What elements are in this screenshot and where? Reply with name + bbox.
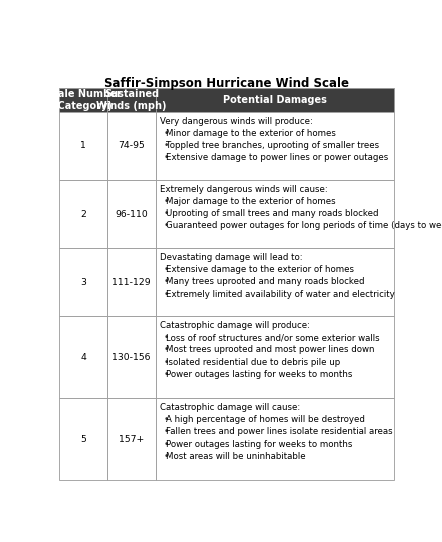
Text: 2: 2 <box>80 210 86 218</box>
Text: •: • <box>164 153 169 162</box>
Text: •: • <box>164 440 169 449</box>
Text: •: • <box>164 141 169 150</box>
Bar <box>59 88 107 112</box>
Text: •: • <box>164 222 169 230</box>
Bar <box>107 112 156 180</box>
Bar <box>107 317 156 398</box>
Bar <box>107 248 156 317</box>
Text: Fallen trees and power lines isolate residential areas: Fallen trees and power lines isolate res… <box>166 428 393 436</box>
Text: Isolated residential due to debris pile up: Isolated residential due to debris pile … <box>166 358 340 367</box>
Bar <box>156 317 394 398</box>
Text: Extremely limited availability of water and electricity: Extremely limited availability of water … <box>166 289 395 299</box>
Text: Uprooting of small trees and many roads blocked: Uprooting of small trees and many roads … <box>166 209 379 218</box>
Text: Many trees uprooted and many roads blocked: Many trees uprooted and many roads block… <box>166 278 365 286</box>
Bar <box>156 248 394 317</box>
Bar <box>59 317 107 398</box>
Text: •: • <box>164 209 169 218</box>
Text: Scale Number
(Category): Scale Number (Category) <box>45 89 121 111</box>
Text: Sustained
Winds (mph): Sustained Winds (mph) <box>96 89 167 111</box>
Text: 96-110: 96-110 <box>115 210 148 218</box>
Text: Saffir-Simpson Hurricane Wind Scale: Saffir-Simpson Hurricane Wind Scale <box>104 77 349 90</box>
Text: Catastrophic damage will cause:: Catastrophic damage will cause: <box>160 403 301 412</box>
Text: A high percentage of homes will be destroyed: A high percentage of homes will be destr… <box>166 415 365 424</box>
Text: Most trees uprooted and most power lines down: Most trees uprooted and most power lines… <box>166 345 375 354</box>
Bar <box>59 398 107 480</box>
Text: Power outages lasting for weeks to months: Power outages lasting for weeks to month… <box>166 440 353 449</box>
Text: 3: 3 <box>80 278 86 287</box>
Text: Potential Damages: Potential Damages <box>223 95 327 105</box>
Text: •: • <box>164 428 169 436</box>
Text: Very dangerous winds will produce:: Very dangerous winds will produce: <box>160 117 313 126</box>
Bar <box>107 398 156 480</box>
Text: Extremely dangerous winds will cause:: Extremely dangerous winds will cause: <box>160 185 328 194</box>
Text: •: • <box>164 415 169 424</box>
Text: •: • <box>164 345 169 354</box>
Text: Minor damage to the exterior of homes: Minor damage to the exterior of homes <box>166 128 336 138</box>
Text: 157+: 157+ <box>119 435 145 444</box>
Text: •: • <box>164 289 169 299</box>
Bar <box>156 112 394 180</box>
Text: Major damage to the exterior of homes: Major damage to the exterior of homes <box>166 197 336 206</box>
Text: Catastrophic damage will produce:: Catastrophic damage will produce: <box>160 321 310 330</box>
Bar <box>156 398 394 480</box>
Text: •: • <box>164 265 169 274</box>
Text: Power outages lasting for weeks to months: Power outages lasting for weeks to month… <box>166 370 353 379</box>
Text: Toppled tree branches, uprooting of smaller trees: Toppled tree branches, uprooting of smal… <box>166 141 379 150</box>
Text: •: • <box>164 358 169 367</box>
Text: Guaranteed power outages for long periods of time (days to weeks): Guaranteed power outages for long period… <box>166 222 442 230</box>
Text: 4: 4 <box>80 353 86 362</box>
Bar <box>59 248 107 317</box>
Bar <box>59 180 107 248</box>
Text: Devastating damage will lead to:: Devastating damage will lead to: <box>160 253 303 262</box>
Text: •: • <box>164 333 169 342</box>
Text: Loss of roof structures and/or some exterior walls: Loss of roof structures and/or some exte… <box>166 333 380 342</box>
Text: •: • <box>164 197 169 206</box>
Text: •: • <box>164 128 169 138</box>
Bar <box>156 180 394 248</box>
Text: 111-129: 111-129 <box>112 278 151 287</box>
Text: •: • <box>164 452 169 461</box>
Text: 130-156: 130-156 <box>112 353 151 362</box>
Bar <box>107 180 156 248</box>
Text: Most areas will be uninhabitable: Most areas will be uninhabitable <box>166 452 306 461</box>
Text: Extensive damage to the exterior of homes: Extensive damage to the exterior of home… <box>166 265 354 274</box>
Text: 74-95: 74-95 <box>118 141 145 150</box>
Bar <box>59 112 107 180</box>
Bar <box>156 88 394 112</box>
Text: 5: 5 <box>80 435 86 444</box>
Text: 1: 1 <box>80 141 86 150</box>
Text: •: • <box>164 370 169 379</box>
Text: •: • <box>164 278 169 286</box>
Text: Extensive damage to power lines or power outages: Extensive damage to power lines or power… <box>166 153 389 162</box>
Bar <box>107 88 156 112</box>
